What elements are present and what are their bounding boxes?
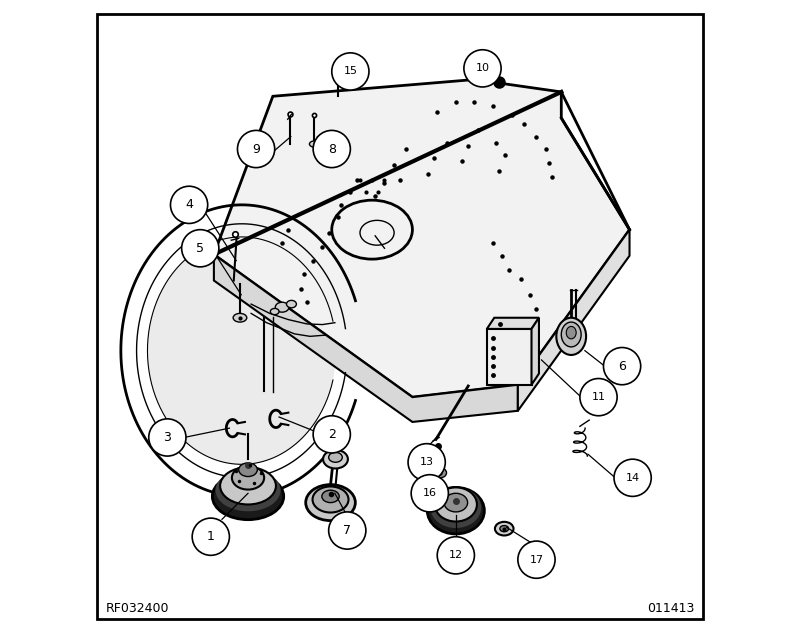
Ellipse shape [495,522,514,536]
Polygon shape [531,318,539,385]
Circle shape [313,130,350,168]
Circle shape [313,416,350,453]
Circle shape [149,419,186,456]
Ellipse shape [430,487,482,528]
Text: 15: 15 [343,66,358,77]
Text: 11: 11 [591,392,606,402]
Text: 17: 17 [530,555,543,565]
Circle shape [182,230,219,267]
Ellipse shape [434,487,477,522]
Text: 5: 5 [196,242,204,254]
Text: 011413: 011413 [647,601,694,615]
Bar [487,329,531,385]
Text: RF032400: RF032400 [106,601,169,615]
Circle shape [192,518,230,555]
Circle shape [170,186,208,223]
Circle shape [408,444,446,481]
Ellipse shape [556,318,586,355]
Ellipse shape [444,493,468,512]
Text: 8: 8 [328,142,336,156]
Polygon shape [214,254,518,422]
Circle shape [332,53,369,90]
Circle shape [329,512,366,549]
Ellipse shape [220,467,276,505]
Circle shape [411,475,448,512]
Ellipse shape [322,490,339,503]
Ellipse shape [233,313,246,322]
Ellipse shape [427,487,484,534]
Text: 1: 1 [207,530,214,543]
Ellipse shape [566,327,576,339]
Text: 12: 12 [449,550,463,560]
Ellipse shape [323,450,348,468]
Text: 16: 16 [422,488,437,498]
Polygon shape [147,237,336,465]
Ellipse shape [500,525,509,532]
Text: 9: 9 [252,142,260,156]
Text: 13: 13 [420,457,434,467]
Ellipse shape [270,308,279,315]
Circle shape [438,537,474,574]
Ellipse shape [310,141,319,147]
Circle shape [238,130,274,168]
Circle shape [603,348,641,385]
Ellipse shape [329,453,342,462]
Ellipse shape [306,485,355,520]
Text: 4: 4 [185,198,193,211]
Polygon shape [518,230,630,411]
Text: 6: 6 [618,360,626,373]
Circle shape [614,459,651,496]
Text: 3: 3 [163,431,171,444]
Text: 10: 10 [475,63,490,73]
Circle shape [464,50,501,87]
Ellipse shape [286,301,297,308]
Ellipse shape [434,468,446,478]
Text: 2: 2 [328,428,336,441]
Ellipse shape [562,322,581,347]
Ellipse shape [238,463,258,477]
Ellipse shape [275,302,289,312]
Polygon shape [487,318,539,329]
Circle shape [518,541,555,579]
Ellipse shape [232,466,264,489]
Circle shape [580,379,617,416]
Ellipse shape [215,469,281,511]
Ellipse shape [313,487,349,513]
Ellipse shape [212,473,284,520]
Text: 7: 7 [343,524,351,537]
Text: 14: 14 [626,473,640,483]
Polygon shape [214,80,630,397]
